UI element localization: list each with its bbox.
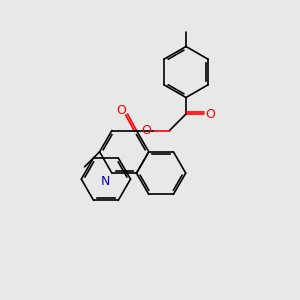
Text: O: O (206, 107, 215, 121)
Text: N: N (101, 175, 110, 188)
Text: O: O (116, 104, 126, 118)
Text: O: O (142, 124, 152, 137)
